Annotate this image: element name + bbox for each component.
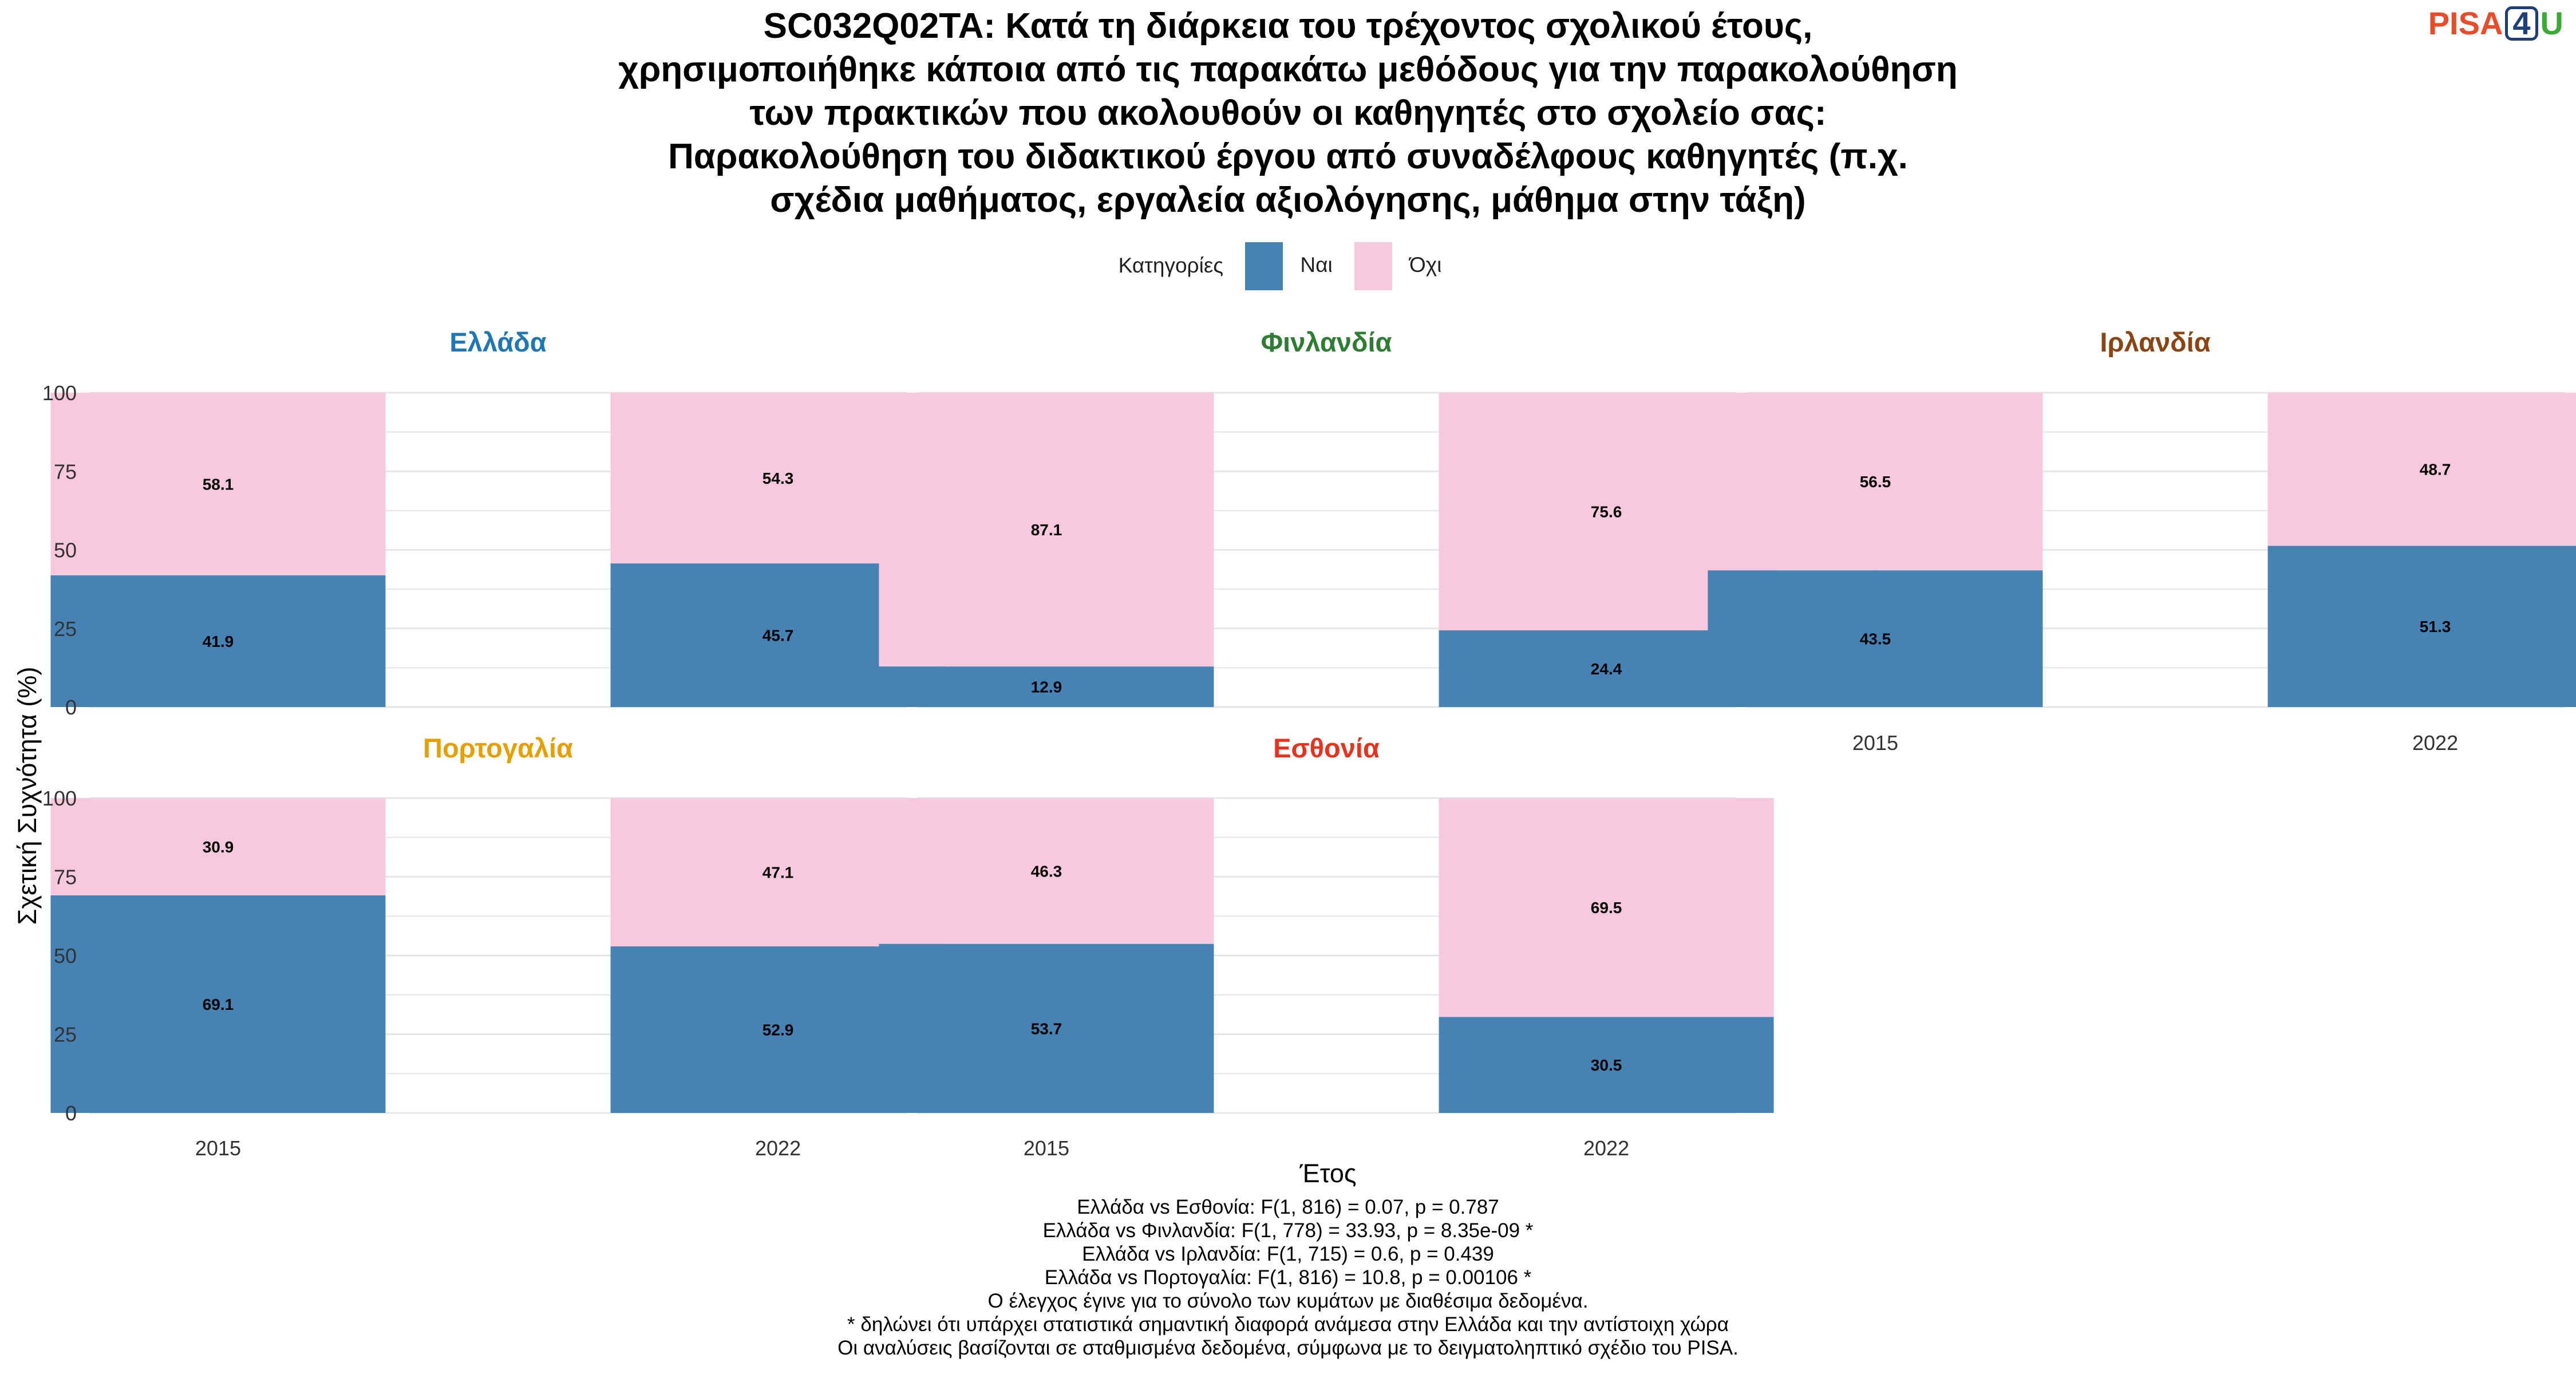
panel-3-x-tick-label: 2022 (755, 1136, 801, 1160)
panel-4-x-tick-label: 2022 (1583, 1136, 1629, 1160)
legend: Κατηγορίες Ναι Όχι (0, 240, 2576, 291)
title-line: SC032Q02TA: Κατά τη διάρκεια του τρέχοντ… (763, 6, 1813, 46)
chart-title: SC032Q02TA: Κατά τη διάρκεια του τρέχοντ… (0, 5, 2576, 222)
footnote-line: Ελλάδα vs Πορτογαλία: F(1, 816) = 10.8, … (1044, 1266, 1532, 1289)
panel-0-title: Ελλάδα (449, 327, 546, 357)
panel-4-bar-no-2022 (1439, 798, 1774, 1017)
legend-item-yes: Ναι (1245, 241, 1333, 291)
title-line: χρησιμοποιήθηκε κάποια από τις παρακάτω … (618, 50, 1958, 89)
panel-4-label-no-2022: 69.5 (1591, 899, 1622, 917)
panel-2-x-tick-label: 2015 (1852, 731, 1898, 755)
panel-4-label-yes-2015: 53.7 (1031, 1020, 1062, 1037)
panel-0-label-yes-2022: 45.7 (762, 627, 794, 645)
panel-0-y-tick-label: 0 (65, 696, 77, 719)
panel-2-label-no-2015: 56.5 (1860, 473, 1891, 491)
panel-0-bar-yes-2015 (50, 575, 386, 707)
panel-0-y-tick-label: 75 (54, 460, 77, 483)
panel-1-bar-yes-2015 (879, 666, 1214, 707)
panel-2-label-yes-2015: 43.5 (1860, 630, 1891, 648)
panel-3-label-no-2022: 47.1 (762, 864, 794, 882)
panel-0-y-tick-label: 25 (54, 617, 77, 641)
panel-3-y-tick-label: 100 (42, 787, 77, 810)
panel-1-label-no-2022: 75.6 (1591, 503, 1622, 521)
logo-text-u: U (2540, 5, 2563, 41)
legend-label-yes: Ναι (1300, 253, 1333, 277)
footnote-line: Ελλάδα vs Ιρλανδία: F(1, 715) = 0.6, p =… (1082, 1243, 1494, 1265)
panel-2-x-tick-label: 2022 (2412, 731, 2458, 755)
footnote-line: Ελλάδα vs Φινλανδία: F(1, 778) = 33.93, … (1042, 1219, 1534, 1242)
panel-1-label-yes-2022: 24.4 (1591, 660, 1622, 678)
panel-3-x-tick-label: 2015 (195, 1136, 241, 1160)
panel-3-label-no-2015: 30.9 (203, 838, 234, 856)
panel-3-y-tick-label: 25 (54, 1023, 77, 1047)
footnote-line: Ο έλεγχος έγινε για το σύνολο των κυμάτω… (987, 1290, 1589, 1312)
panel-0-label-no-2022: 54.3 (762, 469, 794, 487)
panel-2-label-yes-2022: 51.3 (2420, 618, 2451, 635)
legend-label-no: Όχι (1409, 253, 1442, 277)
panel-2-title: Ιρλανδία (2100, 327, 2210, 357)
panel-0-label-yes-2015: 41.9 (203, 633, 234, 650)
logo-text-four: 4 (2505, 6, 2538, 41)
title-line: σχέδια μαθήματος, εργαλεία αξιολόγησης, … (770, 180, 1806, 220)
legend-swatch-no (1354, 242, 1393, 291)
panel-3-label-yes-2015: 69.1 (203, 996, 234, 1013)
panel-1-title: Φινλανδία (1261, 327, 1392, 357)
panel-2-bar-no-2022 (2267, 393, 2576, 546)
panel-1-label-yes-2015: 12.9 (1031, 678, 1062, 696)
legend-item-no: Όχι (1354, 241, 1442, 291)
panel-0-y-tick-label: 50 (54, 539, 77, 562)
panel-0-bar-no-2015 (50, 393, 386, 575)
panel-4-bar-no-2015 (879, 798, 1214, 944)
logo-text-pisa: PISA (2428, 5, 2503, 41)
panel-3-y-tick-label: 0 (65, 1101, 77, 1125)
title-line: των πρακτικών που ακολουθούν οι καθηγητέ… (749, 93, 1827, 133)
panel-2-bar-yes-2022 (2267, 546, 2576, 707)
panel-3-title: Πορτογαλία (423, 733, 573, 763)
footnote-line: Ελλάδα vs Εσθονία: F(1, 816) = 0.07, p =… (1077, 1196, 1499, 1218)
panel-4-bar-yes-2015 (879, 943, 1214, 1113)
panel-3-y-tick-label: 75 (54, 866, 77, 889)
panel-0-y-tick-label: 100 (42, 381, 77, 405)
x-axis-label: Έτος (1299, 1159, 1357, 1188)
pisa4u-logo: PISA 4 U (2428, 5, 2563, 42)
panel-3-label-yes-2022: 52.9 (762, 1021, 794, 1039)
panel-2-label-no-2022: 48.7 (2420, 461, 2451, 479)
panel-4-label-no-2015: 46.3 (1031, 862, 1062, 880)
panel-2-bar-yes-2015 (1708, 570, 2043, 707)
panel-1-bar-no-2015 (879, 393, 1214, 667)
panel-0-label-no-2015: 58.1 (203, 475, 234, 493)
title-line: Παρακολούθηση του διδακτικού έργου από σ… (668, 137, 1908, 176)
panel-4-bar-yes-2022 (1439, 1017, 1774, 1113)
panel-4-label-yes-2022: 30.5 (1591, 1056, 1622, 1074)
panel-1-label-no-2015: 87.1 (1031, 521, 1062, 539)
legend-title: Κατηγορίες (1118, 254, 1224, 278)
panel-2-bar-no-2015 (1708, 393, 2043, 571)
panel-4-title: Εσθονία (1273, 733, 1380, 763)
y-axis-label: Σχετική Συχνότητα (%) (13, 666, 42, 925)
panel-3-y-tick-label: 50 (54, 944, 77, 968)
panel-4-x-tick-label: 2015 (1024, 1136, 1069, 1160)
panel-3-bar-no-2015 (50, 798, 386, 895)
footnote-line: Οι αναλύσεις βασίζονται σε σταθμισμένα δ… (837, 1337, 1739, 1359)
panel-3-bar-yes-2015 (50, 895, 386, 1113)
footnotes: Ελλάδα vs Εσθονία: F(1, 816) = 0.07, p =… (0, 1195, 2576, 1360)
footnote-line: * δηλώνει ότι υπάρχει στατιστικά σημαντι… (847, 1313, 1729, 1336)
legend-swatch-yes (1245, 242, 1283, 291)
